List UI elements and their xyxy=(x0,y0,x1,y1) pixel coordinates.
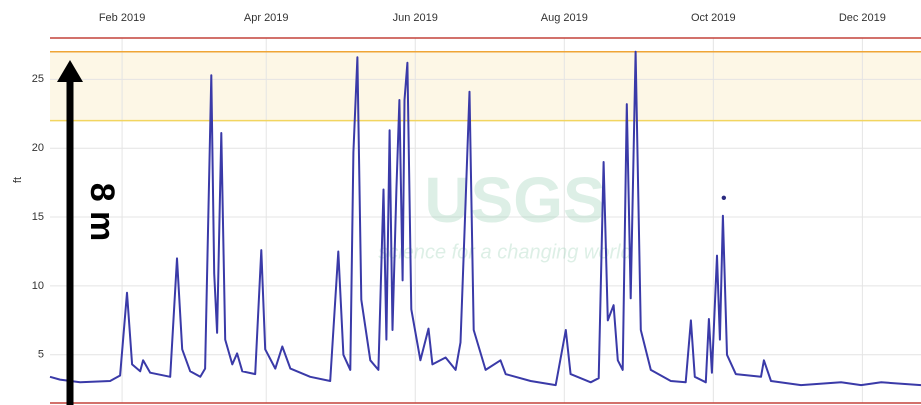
y-tick-label: 5 xyxy=(38,349,44,361)
y-tick-label: 20 xyxy=(32,142,44,154)
x-tick-label: Jun 2019 xyxy=(393,12,438,24)
plot-area xyxy=(49,50,921,387)
annotation-arrow xyxy=(57,60,83,405)
background xyxy=(50,37,921,404)
data-point xyxy=(721,195,727,200)
x-tick-label: Feb 2019 xyxy=(99,12,145,24)
watermark-title: USGS xyxy=(424,164,605,236)
y-tick-label: 15 xyxy=(32,211,44,223)
watermark-subtitle: science for a changing world xyxy=(378,241,632,263)
annotation: 8 m xyxy=(83,183,121,242)
y-axis-label: ft xyxy=(12,177,24,183)
x-tick-label: Dec 2019 xyxy=(839,12,886,24)
y-tick-label: 25 xyxy=(32,73,44,85)
x-tick-label: Apr 2019 xyxy=(244,12,289,24)
x-tick-label: Aug 2019 xyxy=(541,12,588,24)
x-tick-label: Oct 2019 xyxy=(691,12,736,24)
y-tick-label: 10 xyxy=(32,280,44,292)
threshold-band xyxy=(50,51,921,121)
watermark: USGS science for a changing world xyxy=(378,164,632,263)
arrow-head xyxy=(57,60,83,82)
data-line xyxy=(49,50,921,387)
